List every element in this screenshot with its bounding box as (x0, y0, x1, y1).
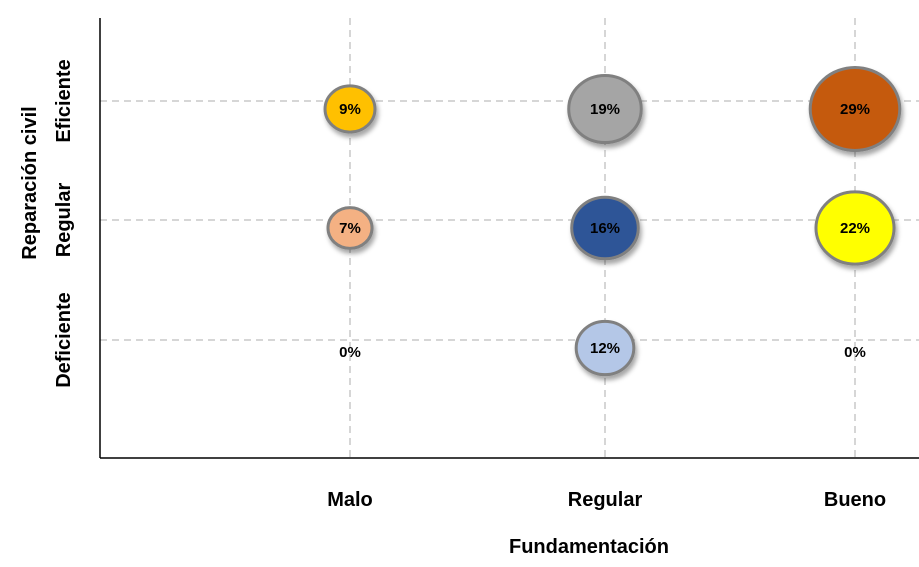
axes (99, 18, 919, 459)
data-labels: 9% 19% 29% 7% 16% 22% 0% 12% 0% (339, 101, 870, 361)
y-tick-eficiente: Eficiente (53, 59, 75, 142)
bubbles (323, 66, 902, 377)
grid-lines (100, 18, 919, 458)
y-tick-deficiente: Deficiente (53, 292, 75, 388)
data-label-malo-eficiente: 9% (339, 101, 361, 118)
bubble-regular-regular (570, 195, 640, 261)
tick-labels: Malo Regular Bueno Deficiente Regular Eficien… (53, 59, 886, 511)
data-label-regular-eficiente: 19% (590, 101, 620, 118)
bubble-malo-eficiente (323, 84, 377, 134)
data-label-regular-regular: 16% (590, 220, 620, 237)
bubble-bueno-eficiente (808, 66, 902, 152)
y-axis-title: Reparación civil (19, 106, 41, 259)
data-label-malo-deficiente: 0% (339, 344, 361, 361)
bubble-malo-regular (326, 206, 374, 250)
data-label-bueno-regular: 22% (840, 220, 870, 237)
x-axis-title: Fundamentación (509, 536, 669, 558)
x-tick-regular: Regular (568, 489, 643, 511)
x-tick-malo: Malo (327, 489, 373, 511)
data-label-malo-regular: 7% (339, 220, 361, 237)
data-label-bueno-deficiente: 0% (844, 344, 866, 361)
data-label-bueno-eficiente: 29% (840, 101, 870, 118)
bubble-bueno-regular (814, 190, 896, 266)
x-tick-bueno: Bueno (824, 489, 886, 511)
bubble-regular-deficiente (574, 319, 636, 377)
bubble-regular-eficiente (567, 73, 643, 145)
data-label-regular-deficiente: 12% (590, 340, 620, 357)
y-tick-regular: Regular (53, 183, 75, 258)
